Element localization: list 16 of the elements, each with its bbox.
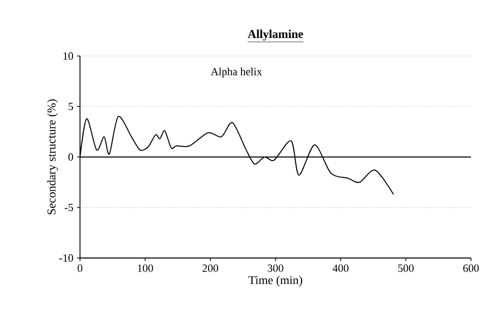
y-tick-label: 0 [68, 153, 74, 161]
x-tick-label: 500 [398, 264, 414, 272]
annotation: Alpha helix [210, 68, 262, 78]
x-tick-label: 100 [138, 264, 153, 272]
x-tick-label: 300 [268, 264, 284, 272]
x-axis-title: Time (min) [248, 276, 302, 287]
y-tick-label: -10 [59, 254, 74, 262]
x-tick-label: 600 [463, 264, 479, 272]
y-tick-label: -5 [64, 204, 74, 212]
y-tick-label: 5 [68, 102, 74, 110]
y-tick-label: 10 [64, 52, 74, 60]
chart-title: Allylamine [248, 30, 304, 41]
x-tick-label: 0 [78, 264, 82, 272]
x-tick-label: 400 [332, 264, 348, 272]
x-tick-label: 200 [202, 264, 218, 272]
y-axis-title: Secondary structure (%) [47, 99, 58, 214]
